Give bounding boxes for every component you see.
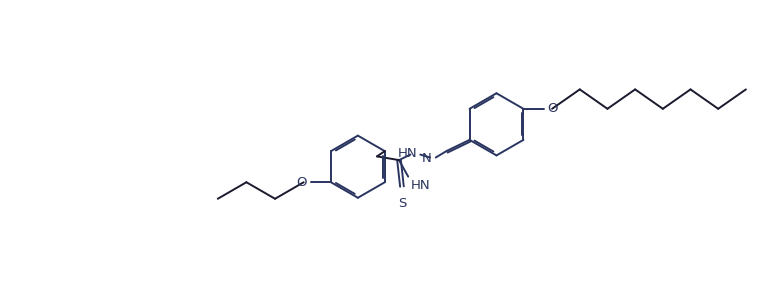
Text: HN: HN — [411, 179, 430, 193]
Text: O: O — [296, 176, 306, 189]
Text: N: N — [422, 153, 432, 165]
Text: O: O — [547, 102, 558, 114]
Text: HN: HN — [398, 147, 418, 160]
Text: S: S — [398, 197, 406, 210]
